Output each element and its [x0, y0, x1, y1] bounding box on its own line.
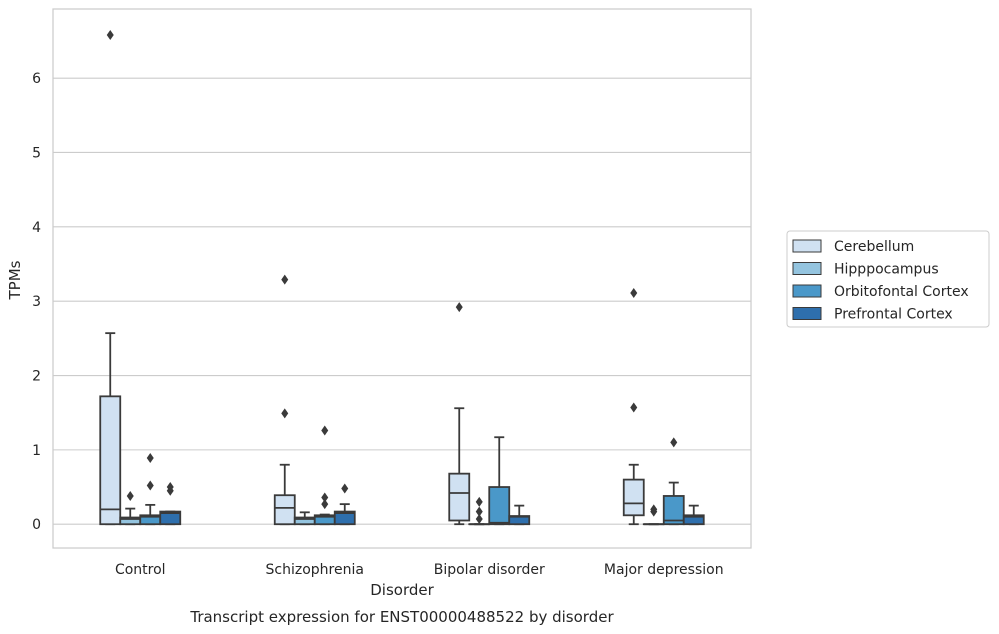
y-tick-label: 3 [32, 294, 41, 310]
box-body [448, 472, 471, 522]
outlier-point [321, 492, 329, 503]
box-0-2 [448, 302, 471, 526]
outlier-point [341, 483, 349, 494]
legend-label: Prefrontal Cortex [834, 307, 953, 323]
box-1-3 [642, 504, 665, 526]
legend-label: Orbitofontal Cortex [834, 284, 969, 300]
box-2-2 [488, 436, 511, 526]
outlier-point [670, 437, 678, 448]
box-body [622, 478, 645, 517]
y-axis-label: TPMs [6, 260, 24, 300]
box-2-0 [139, 453, 162, 526]
outlier-point [281, 274, 289, 285]
legend-item: Cerebellum [792, 239, 914, 255]
outlier-point [650, 504, 658, 515]
chart-caption: Transcript expression for ENST0000048852… [189, 608, 614, 626]
box-body [662, 495, 685, 526]
outlier-point [630, 287, 638, 298]
y-axis-ticks: 0 1 2 3 4 5 6 [32, 71, 41, 533]
box-0-1 [273, 274, 296, 526]
x-tick-label: Schizophrenia [266, 562, 364, 578]
box-body [99, 395, 122, 526]
x-tick-label: Control [115, 562, 166, 578]
outlier-point [630, 402, 638, 413]
legend-item: Orbitofontal Cortex [792, 284, 969, 300]
outlier-point [475, 514, 483, 525]
box-3-1 [333, 483, 356, 526]
y-tick-label: 0 [32, 517, 41, 533]
plot-area [99, 30, 705, 526]
box-body [273, 494, 296, 526]
x-tick-label: Major depression [604, 562, 724, 578]
plot-frame [52, 8, 752, 549]
box-3-3 [682, 504, 705, 526]
legend-frame [786, 230, 990, 328]
legend-label: Cerebellum [834, 239, 914, 255]
legend-item: Hipppocampus [792, 262, 939, 278]
box-body [159, 510, 182, 526]
legend-swatch [792, 239, 822, 253]
box-3-0 [159, 482, 182, 526]
box-body [682, 514, 705, 526]
outlier-point [475, 506, 483, 517]
outlier-point [321, 425, 329, 436]
y-tick-label: 1 [32, 443, 41, 459]
box-0-3 [622, 287, 645, 526]
y-tick-label: 2 [32, 369, 41, 385]
outlier-point [106, 30, 114, 41]
legend: Cerebellum Hipppocampus Orbitofontal Corte… [786, 230, 990, 328]
box-2-3 [662, 437, 685, 526]
outlier-point [146, 453, 154, 464]
y-tick-label: 5 [32, 145, 41, 161]
box-body [488, 486, 511, 526]
box-1-2 [468, 496, 491, 526]
box-0-0 [99, 30, 122, 526]
legend-label: Hipppocampus [834, 262, 939, 278]
x-tick-label: Bipolar disorder [434, 562, 545, 578]
legend-item: Prefrontal Cortex [792, 307, 953, 323]
x-axis-ticks: Control Schizophrenia Bipolar disorder Majo… [115, 562, 724, 578]
outlier-point [126, 490, 134, 501]
legend-swatch [792, 284, 822, 298]
outlier-point [321, 499, 329, 510]
outlier-point [455, 302, 463, 313]
outlier-point [166, 482, 174, 493]
outlier-point [281, 408, 289, 419]
y-tick-label: 4 [32, 220, 41, 236]
y-tick-label: 6 [32, 71, 41, 87]
legend-swatch [792, 262, 822, 275]
x-axis-label: Disorder [370, 581, 434, 599]
box-3-2 [508, 504, 531, 526]
box-body [333, 510, 356, 526]
outlier-point [146, 480, 154, 491]
legend-swatch [792, 307, 822, 320]
outlier-point [475, 496, 483, 507]
